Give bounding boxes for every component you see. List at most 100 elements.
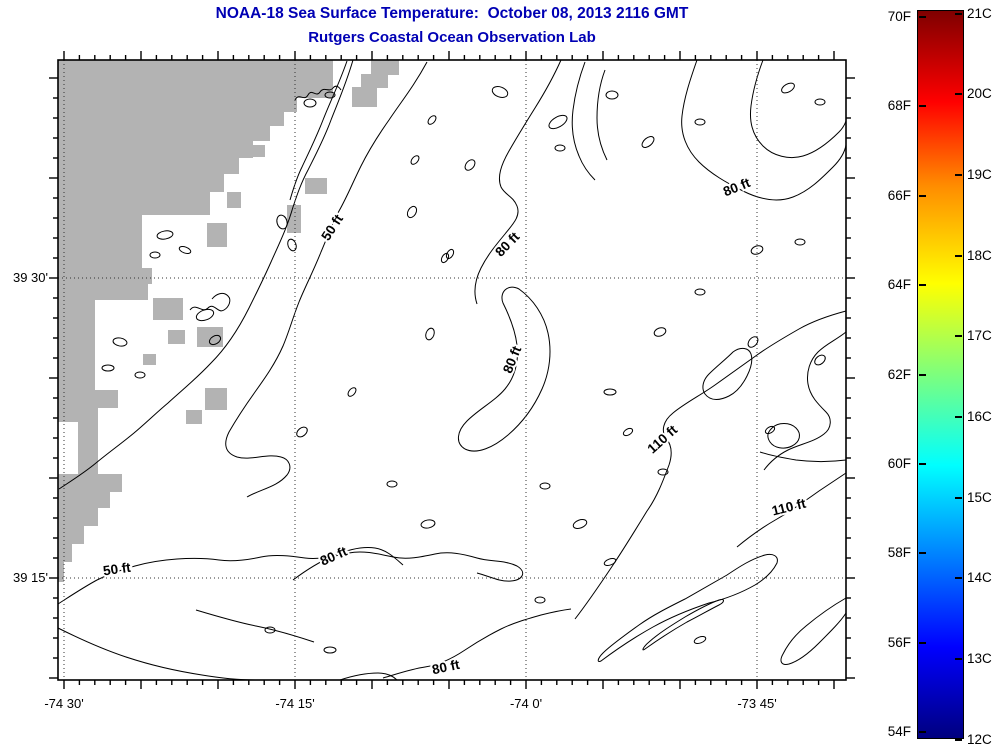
contour-island bbox=[303, 98, 317, 108]
contour-island bbox=[427, 115, 437, 125]
contour-island bbox=[814, 98, 826, 106]
figure-title: NOAA-18 Sea Surface Temperature: October… bbox=[215, 5, 689, 22]
colorbar-f-tick bbox=[919, 195, 926, 197]
contour-island bbox=[112, 337, 128, 347]
colorbar-c-label: 12C bbox=[967, 732, 992, 747]
contour-island bbox=[440, 252, 450, 264]
contour-island bbox=[603, 388, 617, 396]
colorbar-f-label: 60F bbox=[887, 456, 911, 471]
contour-label: 80 ft bbox=[721, 175, 753, 199]
contour-island bbox=[410, 155, 420, 165]
contour-island bbox=[764, 425, 776, 435]
colorbar-f-tick bbox=[919, 284, 926, 286]
contour-island bbox=[296, 426, 308, 438]
contour-label: 80 ft bbox=[500, 344, 524, 376]
colorbar-f-label: 70F bbox=[887, 9, 911, 24]
contour-island bbox=[641, 136, 655, 148]
contour-label: 80 ft bbox=[431, 657, 462, 678]
colorbar-f-label: 54F bbox=[887, 724, 911, 739]
figure-subtitle: Rutgers Coastal Ocean Observation Lab bbox=[308, 29, 596, 46]
contour-island bbox=[622, 427, 634, 437]
contour-island bbox=[445, 248, 455, 260]
contour-island bbox=[420, 519, 436, 529]
colorbar-c-tick bbox=[955, 497, 962, 499]
colorbar-c-tick bbox=[955, 658, 962, 660]
contour-island bbox=[814, 354, 826, 366]
colorbar-f-label: 66F bbox=[887, 188, 911, 203]
bathymetry-contours bbox=[57, 59, 847, 681]
colorbar-c-tick bbox=[955, 335, 962, 337]
colorbar-f-label: 62F bbox=[887, 367, 911, 382]
contour-label: 110 ft bbox=[770, 496, 808, 519]
contour-island bbox=[750, 245, 764, 255]
colorbar-c-label: 13C bbox=[967, 651, 992, 666]
contour-island bbox=[694, 118, 706, 126]
contour-island bbox=[208, 334, 222, 346]
y-axis-label: 39 30' bbox=[12, 270, 48, 285]
contour-label-group: 50 ft 80 ft 80 ft 80 ft 110 ft 110 ft 50 ft 80 … bbox=[100, 173, 810, 680]
contour-island bbox=[694, 288, 706, 296]
contour-island bbox=[534, 596, 546, 604]
colorbar-c-label: 16C bbox=[967, 409, 992, 424]
colorbar-f-tick bbox=[919, 642, 926, 644]
colorbar-f-tick bbox=[919, 731, 926, 733]
contour-island bbox=[605, 90, 619, 100]
contour-island bbox=[747, 336, 759, 348]
contour-label: 80 ft bbox=[318, 543, 350, 568]
contour-island bbox=[572, 519, 588, 529]
contour-island bbox=[653, 327, 667, 337]
contour-island bbox=[693, 636, 707, 644]
colorbar-c-label: 17C bbox=[967, 328, 992, 343]
contour-island bbox=[347, 387, 357, 397]
colorbar-f-label: 68F bbox=[887, 98, 911, 113]
x-axis-label: -74 0' bbox=[509, 696, 543, 711]
contour-label: 50 ft bbox=[318, 211, 346, 243]
contour-label: 50 ft bbox=[102, 560, 132, 579]
contour-label: 110 ft bbox=[645, 422, 681, 457]
colorbar-c-tick bbox=[955, 174, 962, 176]
colorbar-f-tick bbox=[919, 105, 926, 107]
contour-island bbox=[794, 238, 806, 246]
x-axis-label: -73 45' bbox=[737, 696, 777, 711]
colorbar-c-tick bbox=[955, 13, 962, 15]
contour-island bbox=[603, 558, 617, 566]
colorbar-c-label: 19C bbox=[967, 167, 992, 182]
colorbar-c-label: 15C bbox=[967, 490, 992, 505]
colorbar-c-tick bbox=[955, 255, 962, 257]
colorbar-c-label: 21C bbox=[967, 6, 992, 21]
contour-island bbox=[781, 82, 795, 94]
contour-island bbox=[195, 308, 215, 322]
contour-island bbox=[149, 251, 161, 259]
colorbar-f-tick bbox=[919, 16, 926, 18]
contour-island bbox=[323, 646, 337, 654]
contour-island bbox=[386, 480, 398, 488]
grid-lines bbox=[58, 60, 846, 680]
contour-island bbox=[406, 205, 418, 219]
colorbar-c-tick bbox=[955, 93, 962, 95]
contour-island bbox=[156, 230, 174, 240]
contour-island bbox=[134, 371, 146, 379]
contour-island bbox=[657, 468, 669, 476]
small-contour-islands bbox=[101, 82, 826, 654]
y-axis-label: 39 15' bbox=[12, 570, 48, 585]
colorbar-c-tick bbox=[955, 577, 962, 579]
x-axis-label: -74 15' bbox=[275, 696, 315, 711]
contour-island bbox=[101, 364, 115, 372]
land-mask bbox=[58, 60, 399, 582]
plot-frame bbox=[57, 59, 847, 681]
colorbar-f-tick bbox=[919, 463, 926, 465]
contour-island bbox=[178, 246, 192, 254]
contour-label: 80 ft bbox=[492, 229, 522, 260]
colorbar-c-tick bbox=[955, 739, 962, 741]
colorbar-c-label: 14C bbox=[967, 570, 992, 585]
contour-island bbox=[554, 144, 566, 152]
colorbar-f-label: 64F bbox=[887, 277, 911, 292]
colorbar-c-label: 20C bbox=[967, 86, 992, 101]
contour-island bbox=[464, 159, 476, 171]
contour-island bbox=[264, 626, 276, 634]
colorbar-f-label: 58F bbox=[887, 545, 911, 560]
colorbar-f-tick bbox=[919, 552, 926, 554]
contour-island bbox=[276, 214, 288, 230]
